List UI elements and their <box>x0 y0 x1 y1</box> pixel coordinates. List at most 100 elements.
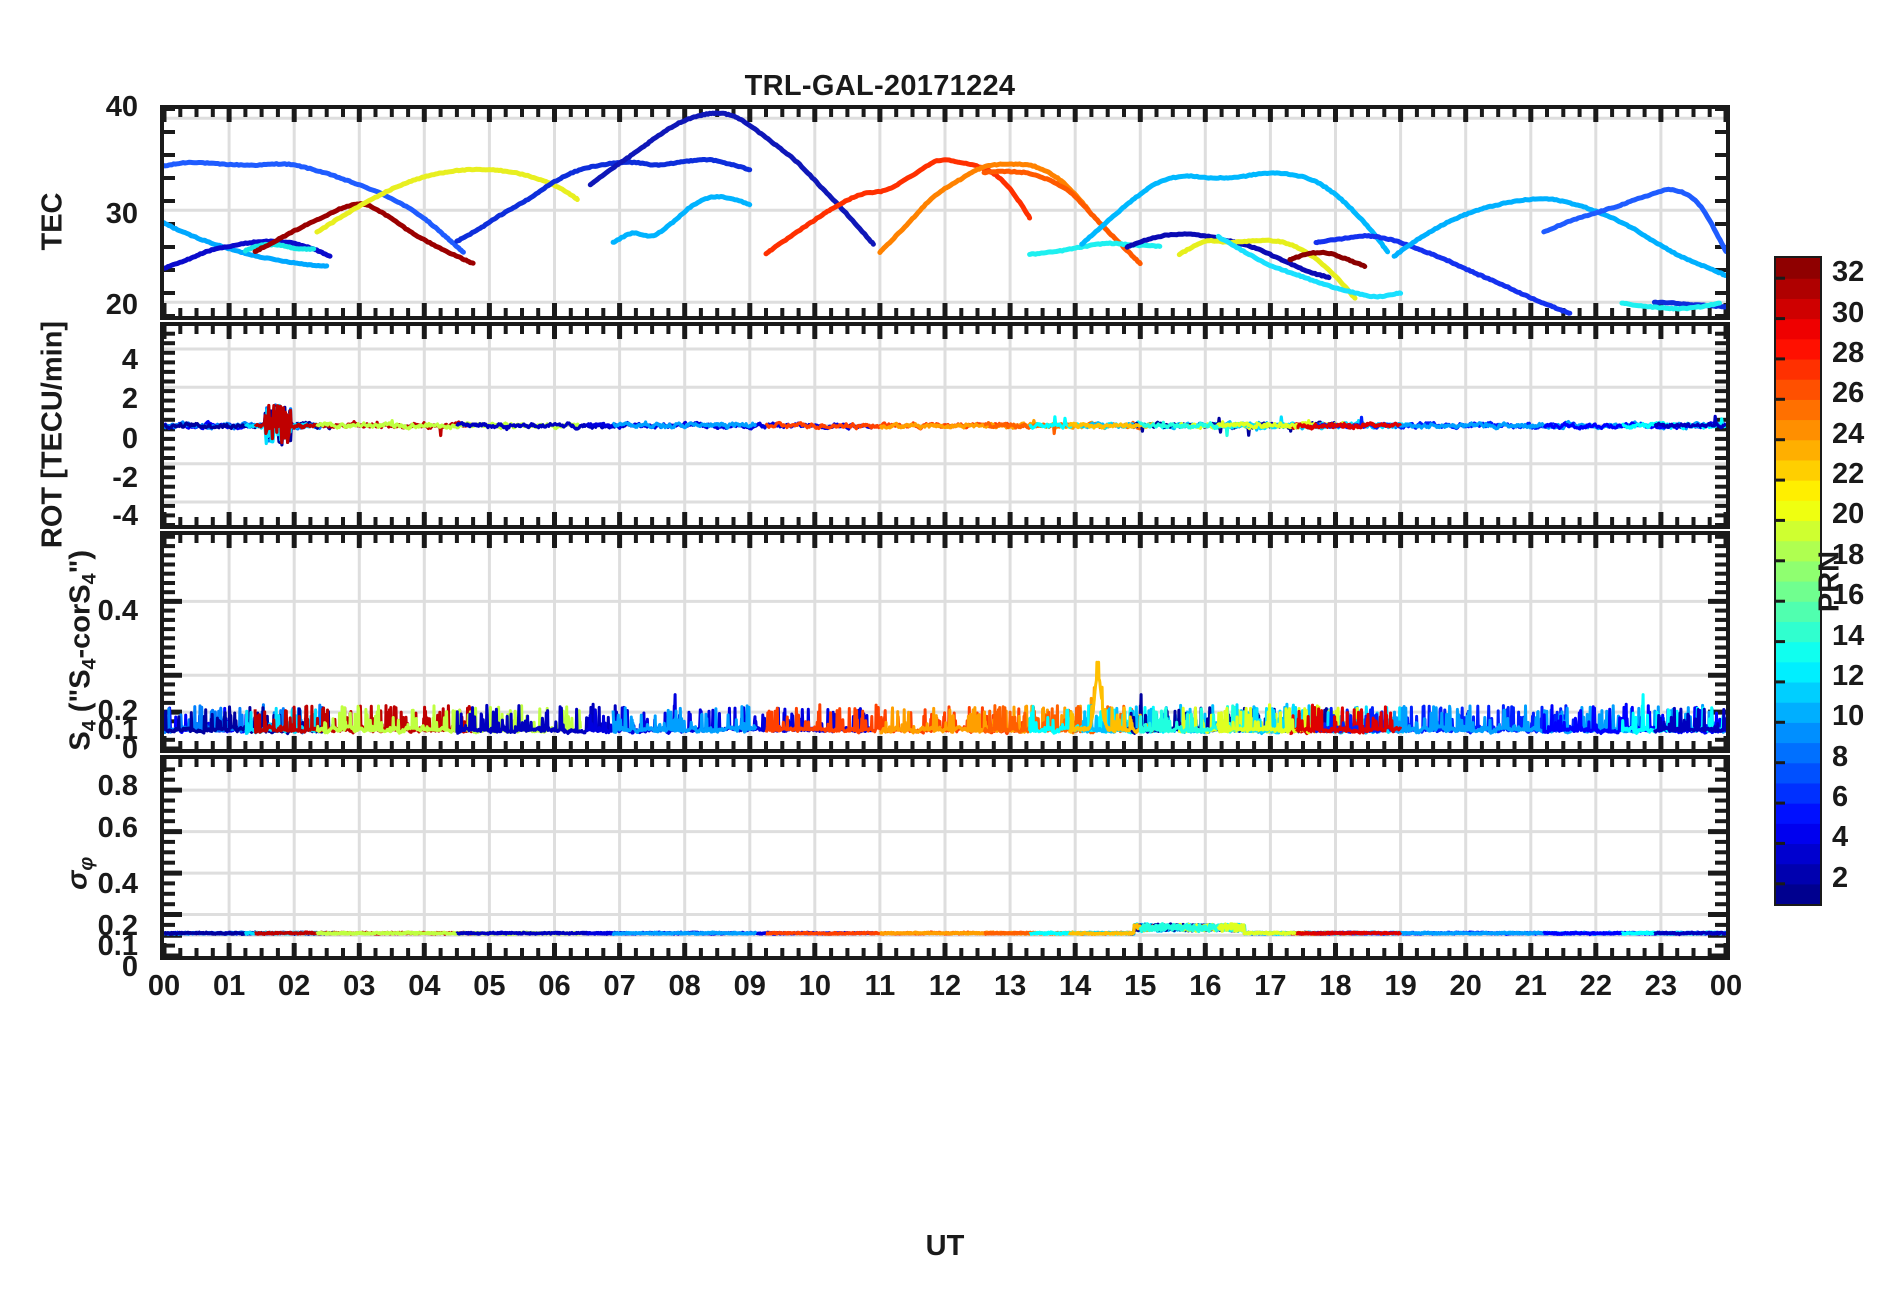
colorbar-tick-6: 6 <box>1832 781 1849 814</box>
tec-trace-prn-13 <box>1027 240 1163 257</box>
x-tick-00-0: 00 <box>147 970 181 1002</box>
sigphi-ytick-01: 0.1 <box>97 930 138 962</box>
x-tick-05-5: 05 <box>473 970 506 1002</box>
colorbar-tick-16: 16 <box>1832 579 1865 612</box>
tec-plot-area <box>164 109 1726 316</box>
tec-trace-prn-10 <box>1391 196 1726 278</box>
rot-ytick-m2: -2 <box>112 462 138 494</box>
tec-trace-prn-20 <box>1176 237 1358 301</box>
tec-trace-prn-12 <box>242 241 317 254</box>
colorbar-tick-26: 26 <box>1832 377 1865 410</box>
x-tick-16-16: 16 <box>1189 970 1222 1002</box>
tec-trace-prn-3 <box>454 157 753 244</box>
colorbar-tick-22: 22 <box>1832 458 1865 491</box>
tec-trace-prn-12 <box>1215 233 1404 300</box>
sigphi-plot-area <box>164 759 1726 956</box>
rot-ytick-4: 4 <box>121 344 138 376</box>
x-tick-08-8: 08 <box>668 970 701 1002</box>
panel-rot <box>160 322 1730 529</box>
tec-trace-prn-9 <box>164 220 330 269</box>
x-tick-18-18: 18 <box>1319 970 1352 1002</box>
tec-trace-prn-19 <box>314 166 580 235</box>
panel-s4 <box>160 531 1730 753</box>
colorbar-tick-30: 30 <box>1832 296 1865 329</box>
x-tick-17-17: 17 <box>1254 970 1287 1002</box>
rot-trace-prn-3 <box>1653 414 1726 430</box>
panel-sigma-phi <box>160 755 1730 960</box>
s4-trace-prn-3 <box>1653 706 1726 734</box>
x-tick-06-6: 06 <box>538 970 571 1002</box>
x-tick-19-19: 19 <box>1384 970 1417 1002</box>
tec-trace-prn-5 <box>1541 186 1726 254</box>
x-tick-04-4: 04 <box>408 970 441 1002</box>
rot-plot-area <box>164 326 1726 525</box>
sigma-phi-trace-prn-20 <box>1216 922 1311 936</box>
sigma-phi-trace-prn-3 <box>1653 930 1726 937</box>
s4-trace-prn-30 <box>1295 703 1403 735</box>
colorbar-tick-28: 28 <box>1832 336 1865 369</box>
x-tick-10-10: 10 <box>798 970 831 1002</box>
tec-trace-prn-6 <box>1313 233 1573 316</box>
sigphi-ytick-02: 0.2 <box>97 910 138 942</box>
x-tick-15-15: 15 <box>1124 970 1157 1002</box>
tec-trace-prn-13 <box>1619 300 1722 312</box>
x-tick-03-3: 03 <box>343 970 376 1002</box>
s4-ytick-02: 0.2 <box>97 695 138 727</box>
colorbar-tick-18: 18 <box>1832 538 1865 571</box>
panel-tec <box>160 105 1730 320</box>
sigma-phi-trace-prn-10 <box>611 930 758 936</box>
rot-ytick-0: 0 <box>121 423 138 455</box>
sigma-phi-trace-prn-23 <box>1067 923 1155 936</box>
tec-trace-prn-4 <box>587 110 876 247</box>
x-tick-21-21: 21 <box>1514 970 1547 1002</box>
x-tick-11-11: 11 <box>864 970 896 1002</box>
tec-trace-prn-24 <box>877 161 1091 255</box>
rot-trace-prn-10 <box>611 420 758 430</box>
colorbar-tick-12: 12 <box>1832 659 1865 692</box>
x-tick-07-7: 07 <box>603 970 636 1002</box>
s4-ytick-01: 0.1 <box>97 714 138 746</box>
x-tick-13-13: 13 <box>993 970 1027 1002</box>
x-tick-09-9: 09 <box>733 970 766 1002</box>
colorbar-tick-2: 2 <box>1832 861 1849 894</box>
rot-trace-prn-23 <box>1067 421 1155 430</box>
colorbar <box>1774 256 1822 906</box>
colorbar-tick-24: 24 <box>1832 417 1865 450</box>
colorbar-tick-4: 4 <box>1832 821 1849 854</box>
x-tick-22-22: 22 <box>1579 970 1612 1002</box>
tec-trace-prn-30 <box>1287 249 1368 269</box>
x-tick-02-2: 02 <box>278 970 311 1002</box>
tec-ytick-30: 30 <box>105 198 138 230</box>
s4-ytick-0: 0 <box>121 733 138 765</box>
sigphi-ytick-06: 0.6 <box>97 812 138 844</box>
sigphi-ytick-0: 0 <box>121 951 138 983</box>
tec-ytick-40: 40 <box>105 91 138 123</box>
sigphi-ytick-04: 0.4 <box>97 868 138 900</box>
x-axis-label: UT <box>925 1230 965 1262</box>
rot-trace-prn-20 <box>1217 419 1312 430</box>
x-tick-12-12: 12 <box>928 970 962 1002</box>
rot-ytick-m4: -4 <box>112 500 138 532</box>
sigma-phi-trace-prn-30 <box>1295 930 1403 936</box>
x-tick-01-1: 01 <box>212 970 246 1002</box>
tec-trace-prn-11 <box>1079 170 1391 255</box>
x-tick-20-20: 20 <box>1449 970 1482 1002</box>
tec-ytick-20: 20 <box>105 289 138 321</box>
s4-trace-prn-20 <box>1216 703 1311 735</box>
rot-trace-prn-14 <box>1138 420 1246 438</box>
tec-trace-prn-5 <box>164 159 466 255</box>
x-tick-14-14: 14 <box>1059 970 1092 1002</box>
colorbar-tick-10: 10 <box>1832 700 1865 733</box>
x-tick-00-24: 00 <box>1709 970 1743 1002</box>
colorbar-tick-14: 14 <box>1832 619 1865 652</box>
colorbar-tick-8: 8 <box>1832 740 1849 773</box>
sigphi-ytick-08: 0.8 <box>97 770 138 802</box>
page-title: TRL-GAL-20171224 <box>744 70 1016 102</box>
s4-ytick-04: 0.4 <box>97 595 138 627</box>
x-tick-23-23: 23 <box>1644 970 1678 1002</box>
s4-plot-area <box>164 535 1726 749</box>
tec-trace-prn-10 <box>610 194 753 245</box>
s4-trace-prn-10 <box>611 704 758 734</box>
rot-trace-prn-30 <box>1295 421 1403 431</box>
